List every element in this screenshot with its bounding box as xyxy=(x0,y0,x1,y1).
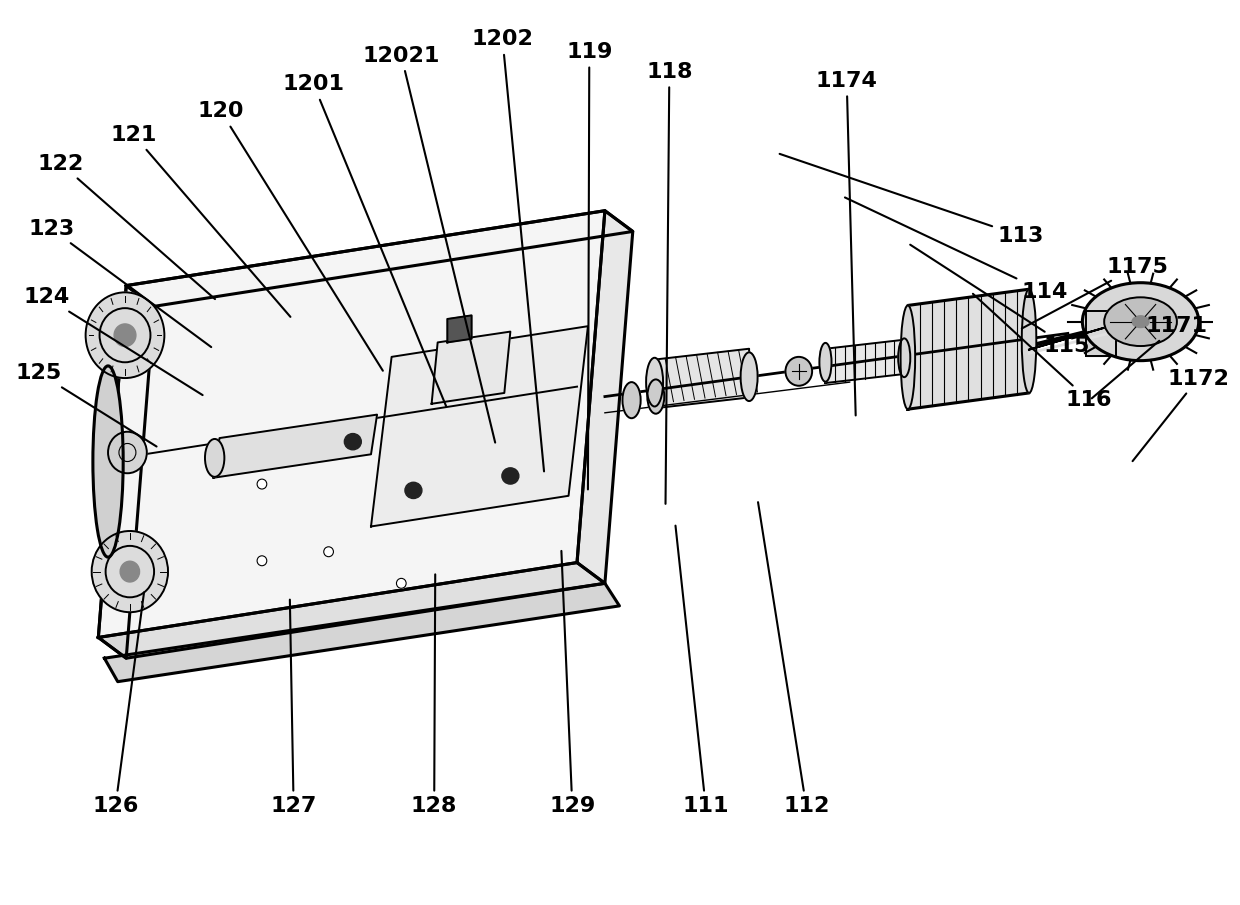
Text: 127: 127 xyxy=(270,600,316,816)
Text: 115: 115 xyxy=(910,244,1090,356)
Polygon shape xyxy=(213,414,377,478)
Ellipse shape xyxy=(120,561,140,582)
Ellipse shape xyxy=(898,338,910,377)
Polygon shape xyxy=(98,211,605,637)
Text: 1171: 1171 xyxy=(1091,316,1208,398)
Ellipse shape xyxy=(205,439,224,477)
Ellipse shape xyxy=(647,379,665,414)
Ellipse shape xyxy=(502,468,518,484)
Polygon shape xyxy=(826,339,904,383)
Text: 1172: 1172 xyxy=(1132,368,1229,462)
Text: 124: 124 xyxy=(24,287,202,395)
Ellipse shape xyxy=(397,578,407,588)
Ellipse shape xyxy=(1132,316,1149,328)
Text: 1174: 1174 xyxy=(816,71,878,415)
Ellipse shape xyxy=(86,292,165,378)
Ellipse shape xyxy=(114,324,136,347)
Polygon shape xyxy=(577,211,632,584)
Text: 123: 123 xyxy=(29,219,211,348)
Ellipse shape xyxy=(820,343,832,382)
Text: 118: 118 xyxy=(646,62,693,504)
Polygon shape xyxy=(432,331,511,404)
Text: 113: 113 xyxy=(780,154,1044,246)
Polygon shape xyxy=(104,584,620,681)
Ellipse shape xyxy=(622,382,641,418)
Text: 1201: 1201 xyxy=(283,74,446,406)
Text: 120: 120 xyxy=(197,101,383,371)
Ellipse shape xyxy=(1104,298,1177,346)
Text: 129: 129 xyxy=(549,551,595,816)
Polygon shape xyxy=(448,315,471,342)
Polygon shape xyxy=(1029,317,1141,349)
Ellipse shape xyxy=(257,556,267,566)
Text: 111: 111 xyxy=(676,526,729,816)
Text: 1175: 1175 xyxy=(1022,257,1168,329)
Text: 12021: 12021 xyxy=(362,45,495,443)
Ellipse shape xyxy=(785,357,812,386)
Text: 128: 128 xyxy=(410,575,458,816)
Text: 1202: 1202 xyxy=(471,29,544,472)
Ellipse shape xyxy=(405,482,422,499)
Polygon shape xyxy=(98,563,605,658)
Ellipse shape xyxy=(257,479,267,489)
Text: 114: 114 xyxy=(844,197,1068,302)
Ellipse shape xyxy=(92,531,169,612)
Text: 126: 126 xyxy=(92,593,144,816)
Ellipse shape xyxy=(345,433,361,450)
Ellipse shape xyxy=(1022,290,1037,393)
Ellipse shape xyxy=(900,306,915,409)
Text: 116: 116 xyxy=(973,294,1112,410)
Text: 119: 119 xyxy=(567,42,613,490)
Polygon shape xyxy=(371,326,588,527)
Ellipse shape xyxy=(740,352,758,401)
Text: 122: 122 xyxy=(37,154,215,299)
Ellipse shape xyxy=(1083,282,1199,361)
Polygon shape xyxy=(655,348,749,408)
Polygon shape xyxy=(126,211,632,306)
Ellipse shape xyxy=(324,547,334,557)
Polygon shape xyxy=(908,290,1029,409)
Ellipse shape xyxy=(646,357,663,406)
Polygon shape xyxy=(1086,310,1116,356)
Polygon shape xyxy=(98,286,154,658)
Text: 121: 121 xyxy=(110,125,290,317)
Text: 125: 125 xyxy=(16,363,156,446)
Text: 112: 112 xyxy=(758,502,830,816)
Ellipse shape xyxy=(93,366,123,557)
Ellipse shape xyxy=(108,432,146,473)
